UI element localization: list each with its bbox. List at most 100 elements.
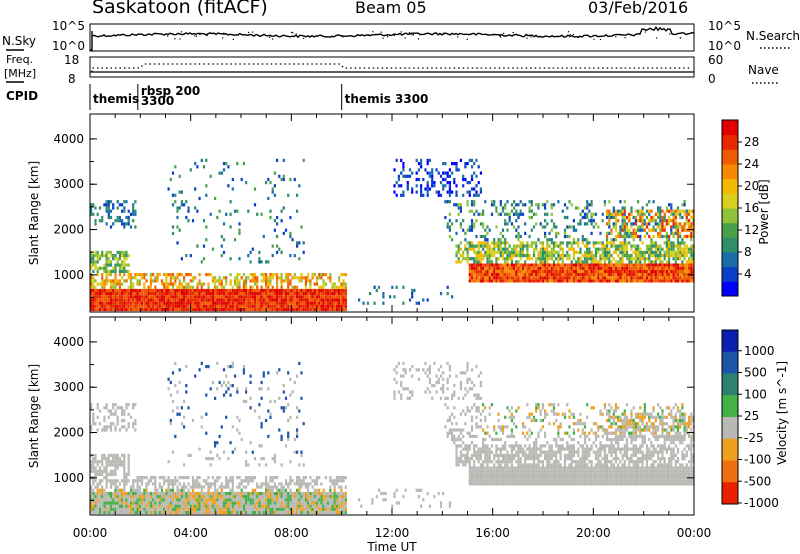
data-cell (242, 371, 245, 375)
data-cell (202, 257, 206, 261)
data-cell (395, 380, 398, 385)
data-cell (541, 250, 544, 254)
data-cell (304, 279, 307, 283)
data-cell (581, 241, 584, 245)
data-cell (209, 301, 212, 305)
data-cell (329, 495, 332, 499)
data-cell (200, 415, 203, 419)
data-cell (623, 215, 626, 220)
data-cell (101, 295, 104, 299)
data-cell (123, 200, 126, 204)
data-cell (220, 234, 223, 239)
data-cell (504, 212, 507, 216)
data-cell (606, 238, 609, 242)
data-cell (298, 501, 301, 505)
data-cell (105, 501, 108, 505)
data-cell (171, 301, 175, 305)
data-cell (121, 269, 124, 273)
data-cell (296, 193, 299, 197)
data-cell (679, 231, 682, 235)
data-cell (156, 298, 159, 302)
data-cell (327, 495, 330, 499)
data-cell (229, 393, 232, 397)
data-cell (289, 234, 292, 239)
data-cell (648, 276, 651, 280)
data-cell (211, 510, 214, 515)
data-cell (176, 215, 179, 220)
data-cell (236, 282, 239, 286)
data-cell (154, 285, 157, 289)
data-cell (344, 298, 347, 302)
data-cell (296, 292, 299, 296)
data-cell (428, 187, 431, 191)
data-cell (592, 244, 595, 248)
data-cell (608, 231, 611, 235)
data-cell (663, 263, 666, 267)
data-cell (621, 241, 624, 245)
data-cell (335, 307, 338, 312)
data-cell (269, 209, 272, 213)
data-cell (652, 276, 655, 280)
data-cell (526, 279, 529, 283)
data-cell (335, 301, 338, 305)
data-cell (654, 260, 657, 264)
data-cell (603, 276, 606, 280)
data-cell (581, 266, 584, 270)
data-cell (284, 406, 288, 410)
data-cell (103, 295, 106, 299)
data-cell (315, 276, 319, 280)
data-cell (541, 241, 544, 245)
data-cell (515, 279, 518, 283)
data-cell (645, 273, 649, 277)
data-cell (185, 200, 188, 204)
data-cell (240, 488, 243, 492)
data-cell (482, 209, 485, 213)
data-cell (521, 212, 525, 216)
data-cell (652, 200, 655, 204)
data-cell (583, 222, 587, 226)
data-cell (260, 396, 263, 400)
data-cell (176, 292, 179, 296)
data-cell (218, 307, 221, 312)
data-cell (415, 368, 418, 372)
data-cell (521, 241, 525, 245)
data-cell (138, 485, 141, 489)
data-cell (216, 215, 219, 220)
data-cell (94, 295, 97, 299)
data-cell (304, 507, 307, 511)
data-cell (641, 225, 644, 229)
data-cell (393, 390, 396, 394)
data-cell (568, 269, 571, 273)
data-cell (617, 263, 620, 267)
data-cell (579, 212, 582, 216)
data-cell (524, 244, 527, 248)
data-cell (318, 295, 321, 299)
data-cell (174, 384, 177, 388)
data-cell (187, 491, 190, 496)
data-cell (158, 510, 161, 515)
data-cell (466, 162, 469, 166)
data-cell (132, 301, 135, 305)
data-cell (504, 238, 507, 242)
data-cell (625, 279, 629, 283)
data-cell (406, 184, 409, 188)
data-cell (105, 288, 108, 293)
data-cell (187, 510, 190, 515)
data-cell (90, 206, 93, 210)
data-cell (191, 279, 195, 283)
data-cell (205, 184, 208, 188)
data-cell (395, 158, 398, 162)
data-cell (222, 507, 226, 511)
data-cell (289, 273, 292, 277)
data-cell (373, 285, 376, 289)
data-cell (404, 368, 407, 372)
data-cell (495, 263, 498, 267)
data-cell (265, 418, 268, 423)
data-cell (331, 507, 334, 511)
data-cell (273, 399, 276, 404)
data-cell (628, 263, 631, 267)
data-cell (271, 187, 274, 191)
data-cell (338, 510, 341, 515)
data-cell (216, 495, 219, 499)
data-cell (654, 279, 657, 283)
